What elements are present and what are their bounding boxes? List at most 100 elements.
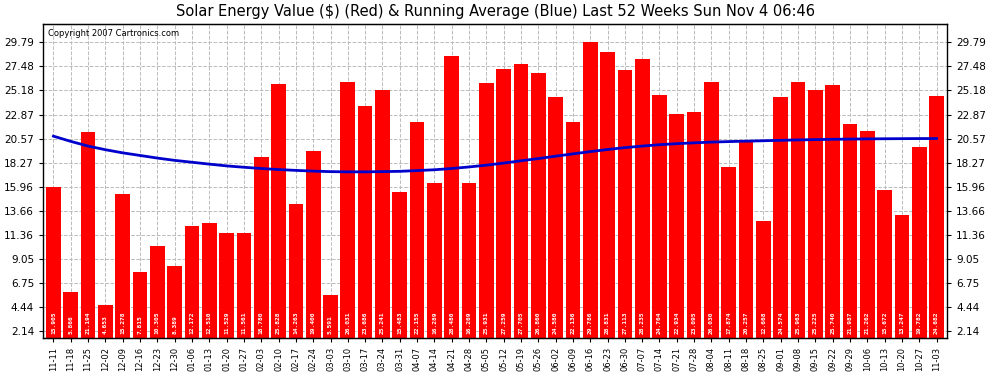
Text: 11.529: 11.529 bbox=[224, 312, 229, 334]
Bar bbox=[133, 272, 148, 353]
Text: 21.194: 21.194 bbox=[85, 312, 91, 334]
Bar bbox=[565, 122, 580, 353]
Bar bbox=[237, 232, 251, 353]
Text: 22.155: 22.155 bbox=[415, 312, 420, 334]
Text: 20.257: 20.257 bbox=[743, 312, 748, 334]
Bar bbox=[357, 106, 372, 353]
Bar bbox=[306, 151, 321, 353]
Text: 25.241: 25.241 bbox=[380, 312, 385, 334]
Bar bbox=[895, 215, 909, 353]
Text: 15.483: 15.483 bbox=[397, 312, 402, 334]
Bar bbox=[548, 97, 563, 353]
Bar bbox=[704, 82, 719, 353]
Text: 27.259: 27.259 bbox=[501, 312, 506, 334]
Text: 22.934: 22.934 bbox=[674, 312, 679, 334]
Text: 15.278: 15.278 bbox=[120, 312, 125, 334]
Text: 12.172: 12.172 bbox=[189, 312, 194, 334]
Bar bbox=[81, 132, 95, 353]
Text: 12.510: 12.510 bbox=[207, 312, 212, 334]
Text: 28.235: 28.235 bbox=[640, 312, 644, 334]
Bar bbox=[410, 122, 425, 353]
Text: 25.931: 25.931 bbox=[484, 312, 489, 334]
Bar bbox=[184, 226, 199, 353]
Bar bbox=[826, 85, 840, 353]
Text: 27.113: 27.113 bbox=[623, 312, 628, 334]
Bar bbox=[930, 96, 943, 353]
Bar bbox=[496, 69, 511, 353]
Text: 16.269: 16.269 bbox=[466, 312, 471, 334]
Text: 29.786: 29.786 bbox=[588, 312, 593, 334]
Text: 27.705: 27.705 bbox=[519, 312, 524, 334]
Bar bbox=[445, 56, 459, 353]
Text: 25.740: 25.740 bbox=[831, 312, 836, 334]
Text: 25.225: 25.225 bbox=[813, 312, 818, 334]
Bar bbox=[219, 233, 234, 353]
Text: 26.030: 26.030 bbox=[709, 312, 714, 334]
Text: 23.686: 23.686 bbox=[362, 312, 367, 334]
Bar bbox=[635, 58, 649, 353]
Text: 24.580: 24.580 bbox=[553, 312, 558, 334]
Bar bbox=[669, 114, 684, 353]
Bar bbox=[773, 97, 788, 353]
Bar bbox=[600, 53, 615, 353]
Bar bbox=[427, 183, 442, 353]
Bar bbox=[375, 90, 390, 353]
Text: 10.305: 10.305 bbox=[154, 312, 159, 334]
Bar bbox=[271, 84, 286, 353]
Text: 25.828: 25.828 bbox=[276, 312, 281, 334]
Text: 21.262: 21.262 bbox=[865, 312, 870, 334]
Text: 24.574: 24.574 bbox=[778, 312, 783, 334]
Text: 12.668: 12.668 bbox=[761, 312, 766, 334]
Text: 11.561: 11.561 bbox=[242, 312, 247, 334]
Bar bbox=[253, 157, 268, 353]
Bar bbox=[116, 194, 130, 353]
Bar bbox=[461, 183, 476, 353]
Text: 16.289: 16.289 bbox=[432, 312, 437, 334]
Bar bbox=[150, 246, 164, 353]
Text: 22.136: 22.136 bbox=[570, 312, 575, 334]
Bar bbox=[912, 147, 927, 353]
Bar bbox=[791, 82, 806, 353]
Text: Copyright 2007 Cartronics.com: Copyright 2007 Cartronics.com bbox=[48, 29, 179, 38]
Text: 28.831: 28.831 bbox=[605, 312, 610, 334]
Bar bbox=[479, 82, 494, 353]
Bar bbox=[392, 192, 407, 353]
Bar bbox=[618, 70, 633, 353]
Bar bbox=[877, 190, 892, 353]
Bar bbox=[739, 142, 753, 353]
Bar bbox=[860, 131, 874, 353]
Bar bbox=[98, 304, 113, 353]
Text: 19.782: 19.782 bbox=[917, 312, 922, 334]
Bar bbox=[583, 42, 598, 353]
Bar bbox=[514, 64, 529, 353]
Text: 7.815: 7.815 bbox=[138, 316, 143, 334]
Bar bbox=[167, 266, 182, 353]
Bar bbox=[288, 204, 303, 353]
Text: 24.682: 24.682 bbox=[934, 312, 940, 334]
Bar bbox=[323, 295, 338, 353]
Text: 15.905: 15.905 bbox=[50, 312, 56, 334]
Bar bbox=[47, 187, 60, 353]
Text: 28.480: 28.480 bbox=[449, 312, 454, 334]
Bar bbox=[63, 292, 78, 353]
Text: 24.764: 24.764 bbox=[657, 312, 662, 334]
Bar bbox=[341, 82, 355, 353]
Text: 23.095: 23.095 bbox=[692, 312, 697, 334]
Text: 26.860: 26.860 bbox=[536, 312, 541, 334]
Text: 8.389: 8.389 bbox=[172, 316, 177, 334]
Bar bbox=[756, 221, 771, 353]
Bar bbox=[808, 90, 823, 353]
Text: 26.031: 26.031 bbox=[346, 312, 350, 334]
Text: 15.672: 15.672 bbox=[882, 312, 887, 334]
Text: 4.653: 4.653 bbox=[103, 316, 108, 334]
Bar bbox=[842, 124, 857, 353]
Text: 5.591: 5.591 bbox=[328, 316, 333, 334]
Text: 19.400: 19.400 bbox=[311, 312, 316, 334]
Title: Solar Energy Value ($) (Red) & Running Average (Blue) Last 52 Weeks Sun Nov 4 06: Solar Energy Value ($) (Red) & Running A… bbox=[175, 4, 815, 19]
Bar bbox=[531, 73, 545, 353]
Text: 13.247: 13.247 bbox=[899, 312, 905, 334]
Text: 25.963: 25.963 bbox=[796, 312, 801, 334]
Bar bbox=[722, 167, 737, 353]
Bar bbox=[202, 223, 217, 353]
Bar bbox=[652, 95, 667, 353]
